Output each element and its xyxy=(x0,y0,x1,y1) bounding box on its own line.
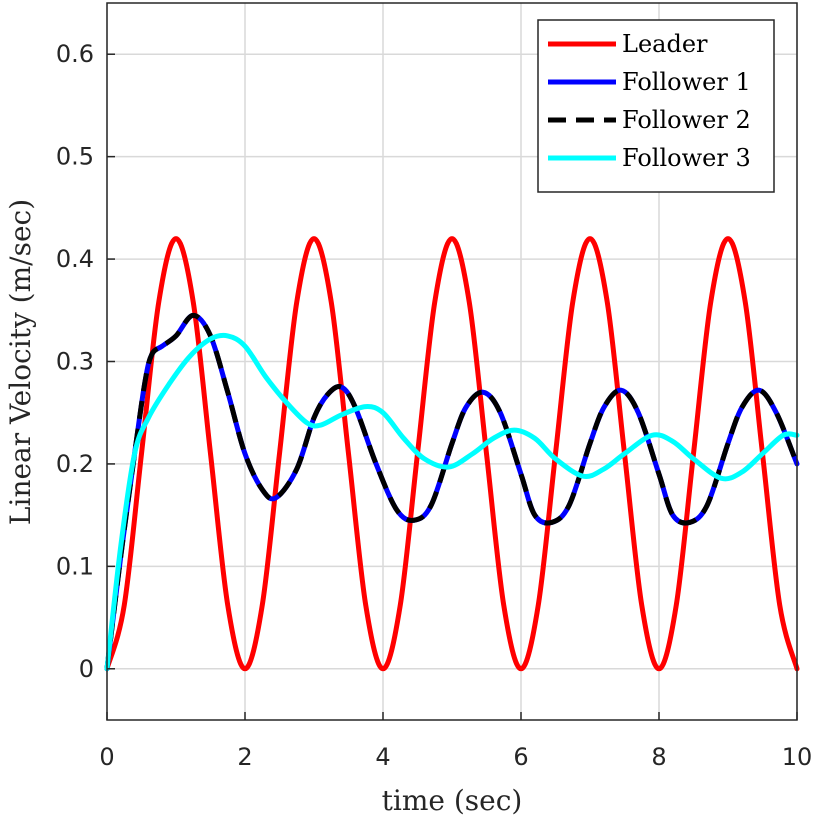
y-axis-label: Linear Velocity (m/sec) xyxy=(4,199,37,525)
series-layer xyxy=(104,236,800,672)
legend: Leader Follower 1 Follower 2 Follower 3 xyxy=(537,19,775,193)
y-tick-label: 0.6 xyxy=(56,40,94,68)
legend-label: Leader xyxy=(622,30,708,58)
y-tick-label: 0.1 xyxy=(56,552,94,580)
legend-label: Follower 3 xyxy=(622,144,751,172)
y-tick-label: 0.2 xyxy=(56,450,94,478)
y-tick-label: 0.3 xyxy=(56,348,94,376)
series-line-2 xyxy=(104,312,800,670)
x-tick-label: 0 xyxy=(99,743,114,771)
x-tick-label: 4 xyxy=(375,743,390,771)
y-tick-label: 0.5 xyxy=(56,143,94,171)
x-axis-label: time (sec) xyxy=(382,784,523,817)
legend-label: Follower 2 xyxy=(622,106,751,134)
x-tick-label: 2 xyxy=(237,743,252,771)
ticks: 0 2 4 6 8 10 0 0.1 0.2 0.3 0.4 0.5 0.6 xyxy=(56,40,812,771)
x-tick-label: 10 xyxy=(782,743,813,771)
legend-label: Follower 1 xyxy=(622,68,751,96)
series-line-3 xyxy=(104,332,800,672)
series-line-0 xyxy=(104,236,800,672)
x-tick-label: 8 xyxy=(651,743,666,771)
y-tick-label: 0.4 xyxy=(56,245,94,273)
y-tick-label: 0 xyxy=(79,655,94,683)
legend-box xyxy=(537,19,775,193)
x-tick-label: 6 xyxy=(513,743,528,771)
